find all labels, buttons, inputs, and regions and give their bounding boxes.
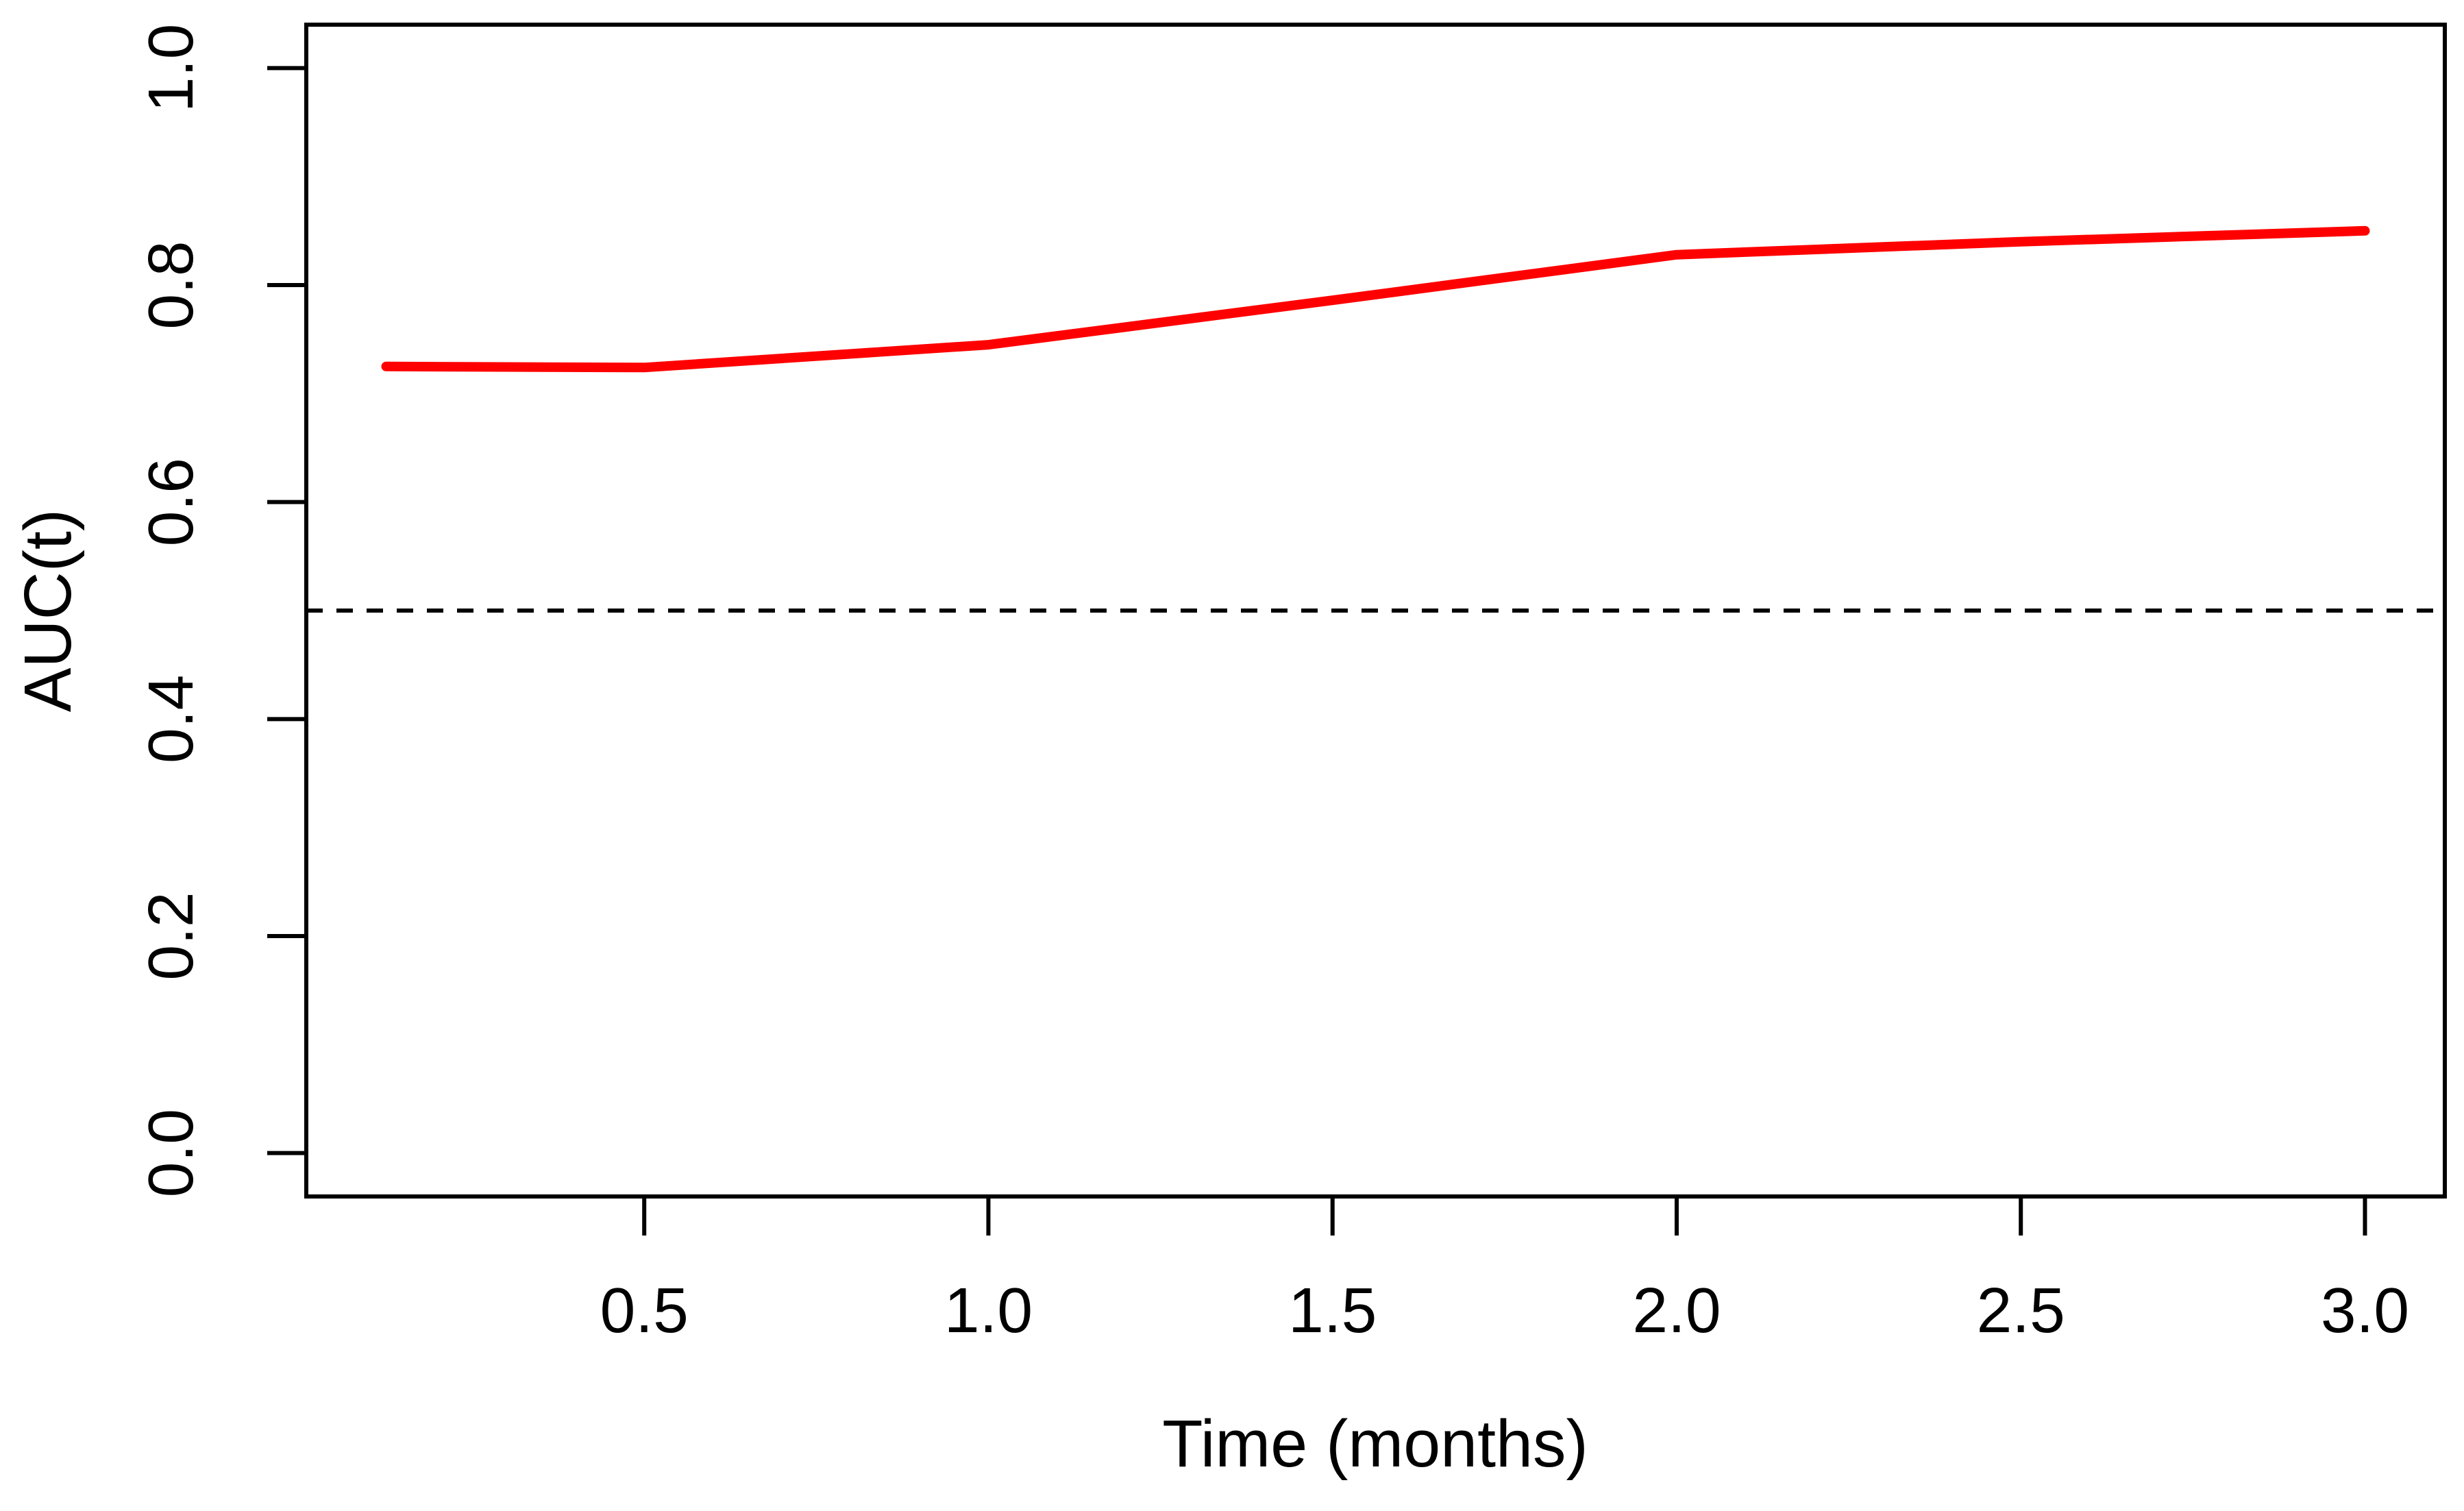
auc-curve [381,225,2370,373]
x-axis-title: Time (months) [1162,1406,1588,1481]
x-axis-tick-label: 2.0 [1632,1275,1721,1346]
chart-content: 0.5 1.0 1.5 2.0 2.5 3.0 0.0 0.2 0.4 0.6 0.8 1.0 [135,24,2445,1346]
y-axis-tick-label: 0.0 [135,1109,206,1197]
x-axis-tick-label: 1.0 [944,1275,1033,1346]
y-axis-tick-label: 0.2 [135,892,206,980]
y-axis-tick-label: 0.8 [135,241,206,329]
x-axis-tick-label: 1.5 [1288,1275,1377,1346]
y-axis-title: AUC(t) [10,509,85,712]
y-axis-tick-label: 0.4 [135,675,206,763]
x-axis-tick-label: 0.5 [600,1275,689,1346]
x-axis-tick-label: 2.5 [1977,1275,2065,1346]
x-axis-tick-label: 3.0 [2321,1275,2409,1346]
y-axis-tick-label: 0.6 [135,458,206,546]
y-axis-tick-label: 1.0 [135,24,206,112]
